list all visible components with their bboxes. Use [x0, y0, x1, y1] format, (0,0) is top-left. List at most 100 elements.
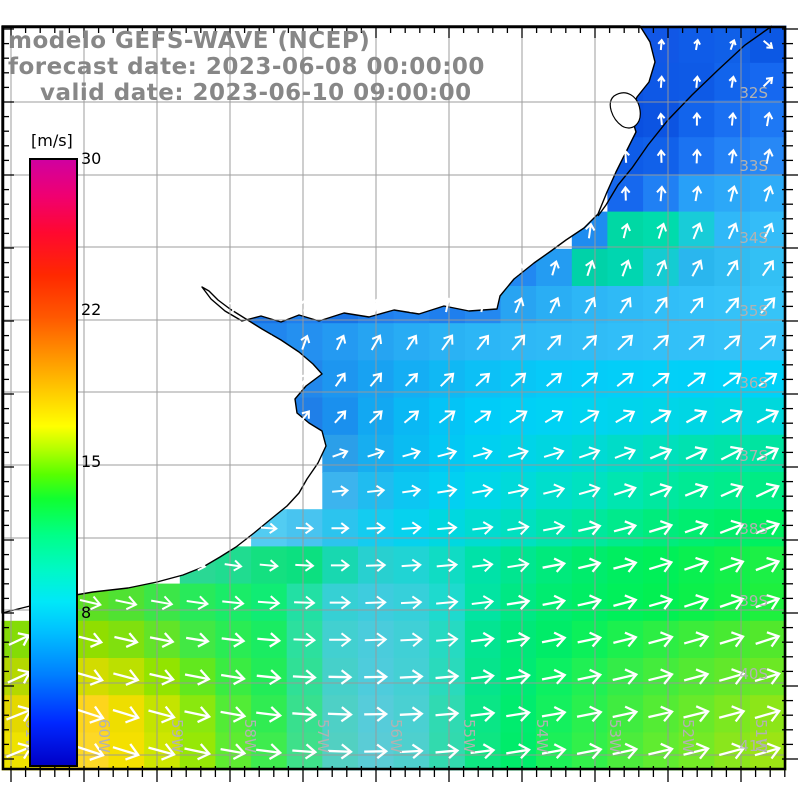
wind-arrow: [656, 222, 668, 239]
lat-label: 41S: [739, 737, 768, 755]
wind-arrow: [759, 335, 777, 351]
wind-arrow: [648, 631, 674, 648]
wind-arrow: [401, 558, 422, 572]
wind-arrow: [549, 296, 561, 314]
lat-label: 40S: [739, 665, 768, 683]
wind-arrow: [620, 185, 631, 201]
wind-arrow: [578, 446, 601, 461]
wind-arrow: [256, 669, 282, 686]
wind-arrow: [220, 743, 247, 761]
wind-arrow: [436, 632, 459, 647]
wind-arrow: [399, 669, 424, 685]
wind-arrow: [541, 743, 567, 759]
colorbar-tick-22: 22: [81, 300, 102, 320]
wind-arrow: [476, 334, 490, 351]
lon-label: 52W: [679, 719, 697, 753]
wind-arrow: [763, 222, 775, 240]
wind-arrow: [327, 706, 353, 723]
wind-arrow: [300, 334, 311, 350]
wind-arrow: [718, 668, 746, 685]
wind-arrow: [762, 76, 774, 88]
lon-label: 59W: [168, 719, 186, 753]
wind-arrow: [149, 669, 175, 686]
wind-arrow: [585, 222, 596, 239]
wind-arrow: [652, 372, 670, 387]
wind-arrow: [335, 334, 347, 351]
wind-arrow: [543, 520, 566, 536]
wind-arrow: [755, 482, 780, 498]
wind-arrow: [755, 556, 781, 573]
wind-arrow: [612, 742, 639, 760]
wind-arrow: [370, 334, 383, 351]
wind-arrow: [506, 668, 531, 685]
wind-arrow: [407, 297, 417, 313]
wind-arrow: [401, 521, 422, 535]
wind-arrow: [546, 334, 562, 351]
wind-arrow: [471, 595, 495, 610]
wind-arrow: [719, 594, 745, 610]
wind-arrow: [364, 743, 389, 760]
wind-arrow: [613, 594, 638, 610]
colorbar-tick-15: 15: [81, 451, 102, 471]
wind-arrow: [692, 111, 702, 126]
wind-arrow: [112, 706, 140, 724]
wind-arrow: [685, 446, 708, 461]
wind-arrow: [150, 595, 174, 611]
wind-arrow: [763, 111, 774, 127]
wind-arrow: [754, 742, 782, 760]
wind-arrow: [657, 112, 666, 126]
wind-arrow: [543, 483, 566, 498]
wind-arrow: [438, 410, 456, 424]
wind-arrow: [399, 743, 424, 760]
wind-arrow: [442, 297, 453, 313]
wind-arrow: [684, 520, 709, 536]
wind-arrow: [402, 447, 422, 460]
wind-arrow: [471, 669, 495, 685]
wind-arrow: [332, 448, 349, 459]
wind-arrow: [331, 522, 350, 535]
lon-label: 58W: [241, 719, 259, 753]
wind-arrow: [648, 520, 674, 536]
lat-label: 37S: [739, 447, 768, 465]
wind-arrow: [295, 522, 315, 535]
valid-date: valid date: 2023-06-10 09:00:00: [40, 80, 472, 106]
wind-arrow: [621, 38, 630, 51]
wind-arrow: [79, 595, 102, 611]
wind-arrow: [478, 297, 489, 313]
wind-arrow: [293, 632, 317, 648]
wind-arrow: [760, 297, 776, 314]
wind-arrow: [406, 334, 418, 351]
wind-arrow: [257, 595, 281, 610]
wind-arrow: [474, 410, 492, 424]
wind-arrow: [437, 447, 458, 460]
lat-label: 38S: [739, 520, 768, 538]
wind-arrow: [472, 447, 493, 460]
wind-arrow: [656, 259, 668, 277]
wind-arrow: [294, 595, 316, 610]
wind-arrow: [400, 632, 423, 648]
wind-arrow: [300, 297, 310, 312]
wind-arrow: [369, 410, 383, 424]
wind-arrow: [549, 259, 560, 276]
wind-arrow: [470, 706, 496, 722]
wind-arrow: [437, 521, 458, 535]
wind-arrow: [685, 409, 708, 424]
wind-arrow: [292, 706, 318, 723]
wind-arrow: [578, 557, 602, 573]
wind-arrow: [576, 705, 603, 723]
wind-arrow: [114, 632, 139, 649]
wind-arrow: [220, 706, 247, 723]
wind-arrow: [613, 557, 638, 573]
wind-arrow: [688, 334, 705, 351]
wind-arrow: [76, 705, 105, 724]
wind-arrow: [329, 632, 352, 648]
wind-arrow: [366, 521, 386, 535]
wind-arrow: [754, 668, 782, 685]
model-title: modelo GEFS-WAVE (NCEP): [8, 28, 371, 54]
wind-arrow: [404, 372, 419, 387]
wind-arrow: [763, 185, 774, 202]
wind-arrow: [684, 556, 710, 573]
wind-arrow: [576, 742, 603, 760]
wind-arrow: [584, 296, 597, 314]
wind-arrow: [472, 521, 494, 535]
